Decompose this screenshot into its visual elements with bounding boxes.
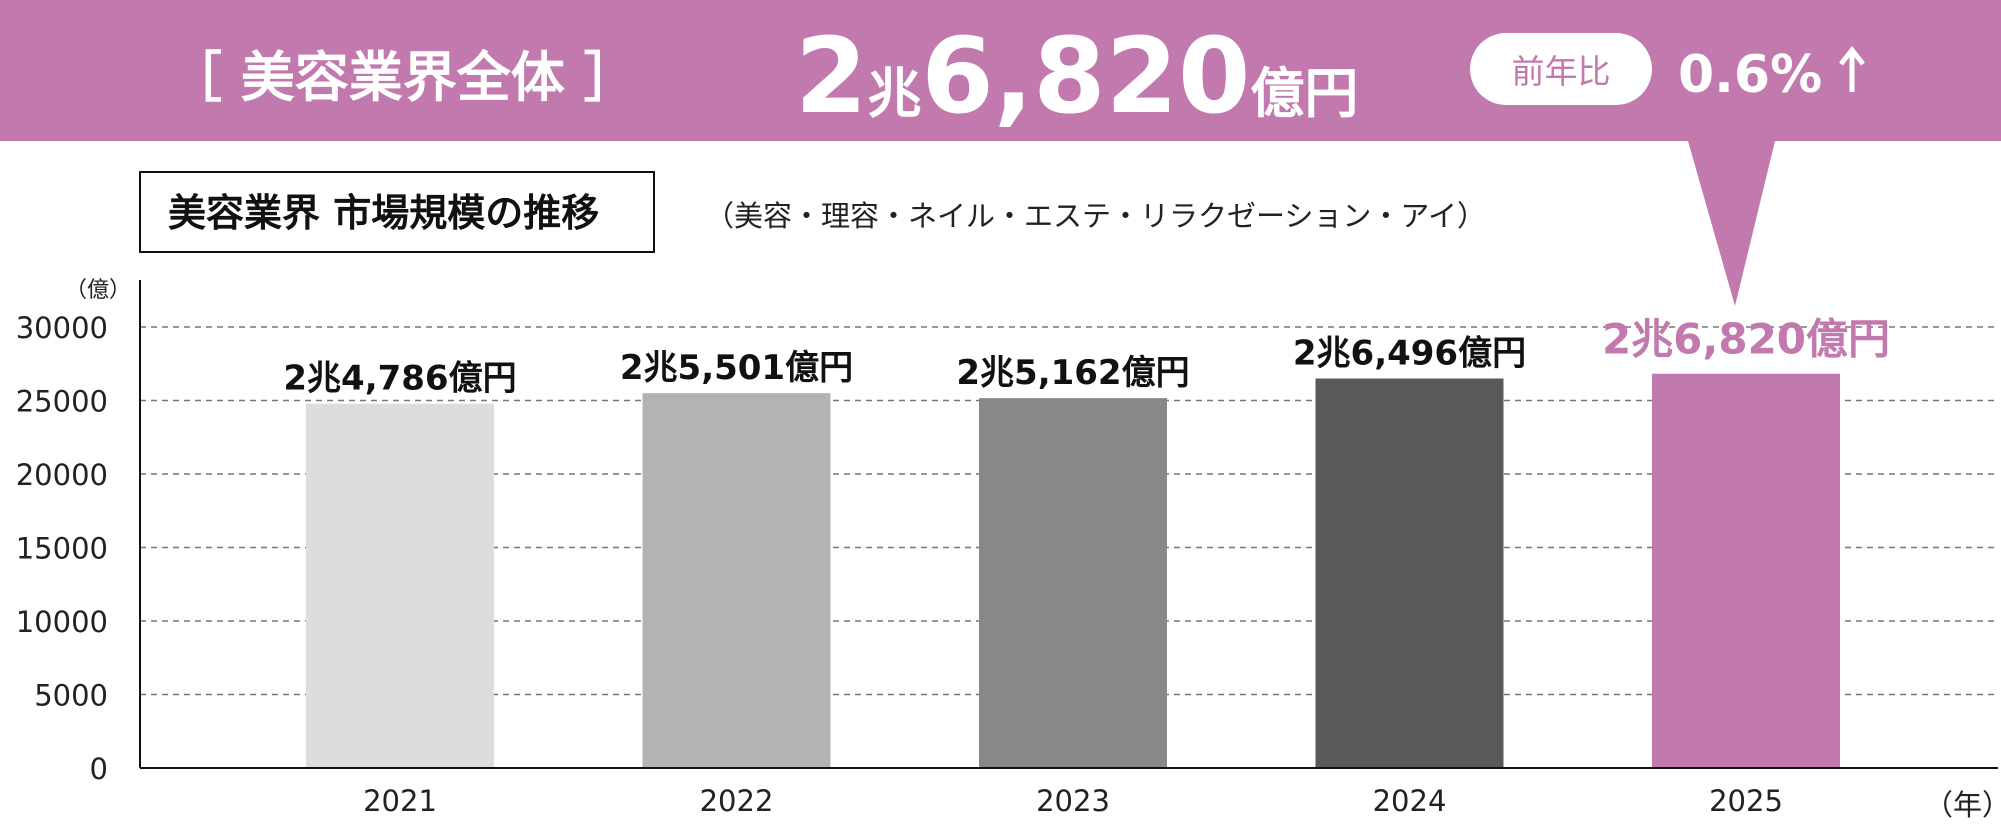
x-axis-ticks: 2021 2022 2023 2024 2025 — [363, 784, 1783, 818]
bar-2022 — [642, 393, 831, 768]
banner-value-unit-2: 億円 — [1250, 62, 1358, 125]
data-label-2025: 2兆6,820億円 — [1602, 315, 1890, 364]
x-tick-label-2022: 2022 — [700, 784, 774, 818]
banner-label: ［ 美容業界全体 ］ — [168, 46, 638, 109]
yoy-pill-label: 前年比 — [1512, 52, 1611, 91]
callout-pointer — [1688, 141, 1775, 306]
header-banner: ［ 美容業界全体 ］ 2兆6,820億円 前年比 0.6% — [0, 0, 2001, 306]
y-tick-label: 20000 — [16, 458, 108, 492]
y-tick-label: 10000 — [16, 605, 108, 639]
chart-title: 美容業界 市場規模の推移 — [168, 191, 599, 235]
y-tick-label: 5000 — [34, 679, 108, 713]
data-label-2022: 2兆5,501億円 — [620, 348, 853, 388]
y-tick-label: 15000 — [16, 532, 108, 566]
bar-2025 — [1652, 373, 1840, 768]
yoy-change-value: 0.6% — [1678, 45, 1822, 105]
x-tick-label-2023: 2023 — [1036, 784, 1110, 818]
data-label-2023: 2兆5,162億円 — [956, 353, 1189, 393]
axes — [139, 280, 1998, 769]
banner-background — [0, 0, 2001, 141]
data-label-2024: 2兆6,496億円 — [1293, 334, 1526, 374]
chart-title-box: 美容業界 市場規模の推移 — [139, 171, 655, 253]
banner-value-number-2: 6,820 — [921, 15, 1250, 137]
chart-subtitle: （美容・理容・ネイル・エステ・リラクゼーション・アイ） — [705, 199, 1486, 233]
bars — [306, 373, 1840, 768]
y-axis-unit-label: （億） — [65, 278, 131, 303]
x-tick-label-2024: 2024 — [1373, 784, 1447, 818]
x-tick-label-2021: 2021 — [363, 784, 437, 818]
bar-2021 — [306, 403, 494, 768]
arrow-up-icon — [1839, 45, 1865, 92]
y-tick-label: 30000 — [16, 311, 108, 345]
banner-value-unit-1: 兆 — [867, 62, 921, 125]
bar-2023 — [979, 398, 1167, 768]
bar-2024 — [1315, 378, 1504, 768]
x-tick-label-2025: 2025 — [1709, 784, 1783, 818]
data-label-2021: 2兆4,786億円 — [283, 359, 516, 399]
chart-title-frame — [139, 171, 655, 253]
data-labels: 2兆4,786億円 2兆5,501億円 2兆5,162億円 2兆6,496億円 2兆6,… — [283, 315, 1890, 399]
banner-value-number-1: 2 — [795, 15, 867, 137]
y-axis-ticks: 30000 25000 20000 15000 10000 5000 0 — [16, 311, 108, 786]
banner-total-value: 2兆6,820億円 — [795, 15, 1358, 137]
y-tick-label: 0 — [90, 752, 108, 786]
y-tick-label: 25000 — [16, 385, 108, 419]
yoy-pill — [1470, 33, 1652, 105]
x-axis-unit-label: （年） — [1924, 788, 2001, 822]
